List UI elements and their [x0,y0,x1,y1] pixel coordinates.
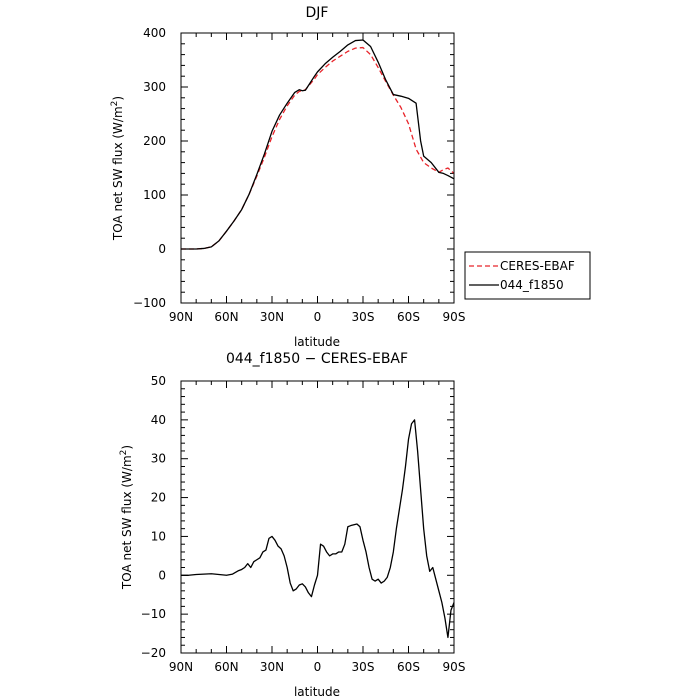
top-x-tick-label: 60N [214,310,238,324]
bottom-y-tick-label: 10 [151,529,166,543]
bottom-y-tick-label: −20 [141,646,166,660]
top-x-tick-label: 30N [260,310,284,324]
top-x-tick-label: 0 [314,310,322,324]
top-y-tick-label: 400 [143,26,166,40]
top-y-tick-label: 300 [143,80,166,94]
top-y-tick-label: 100 [143,188,166,202]
bottom-x-tick-label: 90S [443,660,466,674]
top-y-tick-label: 0 [158,242,166,256]
top-panel: DJF TOA net SW flux (W/m2) latitude 90N 6… [110,5,465,349]
bottom-y-tick-label: 0 [158,568,166,582]
bottom-xlabel: latitude [294,685,340,699]
bottom-y-tick-label: 30 [151,452,166,466]
top-series-line-0 [181,46,455,250]
top-title: DJF [306,5,329,21]
bottom-x-tick-label: 0 [314,660,322,674]
top-y-tick-label: −100 [133,296,166,310]
bottom-y-tick-label: −10 [141,607,166,621]
bottom-y-tick-label: 20 [151,491,166,505]
bottom-x-tick-label: 90N [169,660,193,674]
bottom-x-tick-label: 30S [352,660,375,674]
bottom-series [181,419,455,639]
bottom-plot-frame [180,380,455,654]
top-ylabel: TOA net SW flux (W/m2) [110,96,125,241]
bottom-x-tick-label: 30N [260,660,284,674]
bottom-title: 044_f1850 − CERES-EBAF [226,351,408,367]
top-x-tick-label: 90S [443,310,466,324]
bottom-y-tick-label: 40 [151,413,166,427]
bottom-y-tick-label: 50 [151,374,166,388]
legend: CERES-EBAF 044_f1850 [464,251,591,300]
top-x-tick-label: 30S [352,310,375,324]
legend-label-model: 044_f1850 [500,278,564,292]
bottom-panel: 044_f1850 − CERES-EBAF TOA net SW flux (… [119,351,465,699]
top-plot-frame [180,32,455,304]
top-xlabel: latitude [294,335,340,349]
top-series [181,39,455,250]
bottom-x-tick-label: 60N [214,660,238,674]
top-x-tick-label: 60S [397,310,420,324]
legend-box [464,251,591,300]
legend-label-ceres: CERES-EBAF [500,259,575,273]
top-y-tick-label: 200 [143,134,166,148]
top-ticks: 90N 60N 30N 0 30S 60S 90S −100 0 100 200 300 400 [133,26,465,324]
bottom-ticks: 90N 60N 30N 0 30S 60S 90S −20 −10 0 10 20 30 40 50 [141,374,466,674]
bottom-ylabel: TOA net SW flux (W/m2) [119,445,134,590]
top-series-line-1 [181,39,455,250]
top-x-tick-label: 90N [169,310,193,324]
bottom-series-line-0 [181,419,455,639]
bottom-x-tick-label: 60S [397,660,420,674]
